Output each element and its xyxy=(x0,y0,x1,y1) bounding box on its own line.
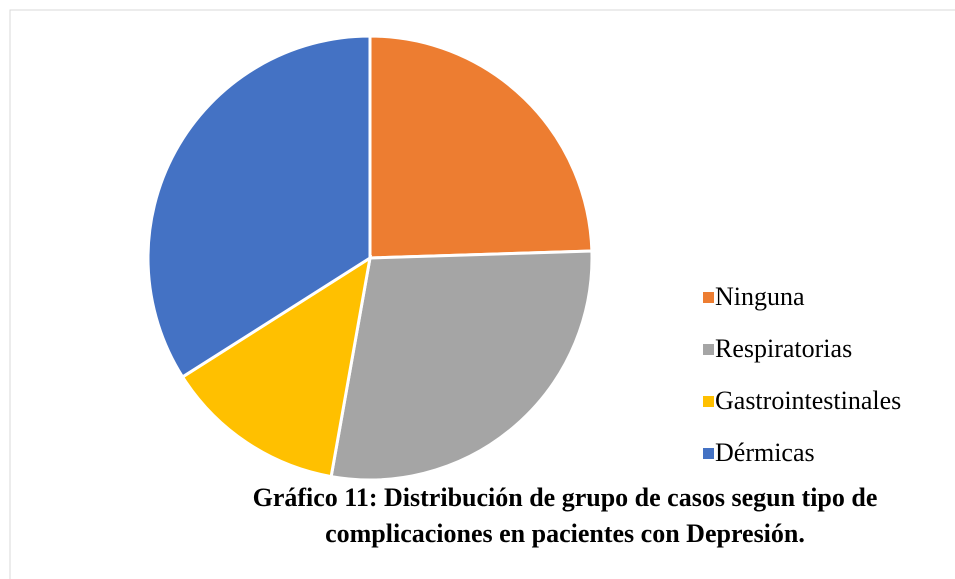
legend-swatch xyxy=(703,448,714,459)
pie-slice xyxy=(146,34,372,380)
legend-swatch xyxy=(703,396,714,407)
pie-slice xyxy=(180,254,373,479)
legend-swatch xyxy=(703,344,714,355)
legend-label: Ninguna xyxy=(715,282,805,311)
legend-swatch xyxy=(703,292,714,303)
legend-label: Gastrointestinales xyxy=(715,386,901,415)
pie-slice xyxy=(368,34,594,260)
chart-border xyxy=(9,9,955,579)
pie-slice xyxy=(329,249,594,482)
legend-label: Dérmicas xyxy=(715,438,815,467)
chart-title: Gráfico 11: Distribución de grupo de cas… xyxy=(252,483,878,548)
legend-label: Respiratorias xyxy=(715,334,852,363)
